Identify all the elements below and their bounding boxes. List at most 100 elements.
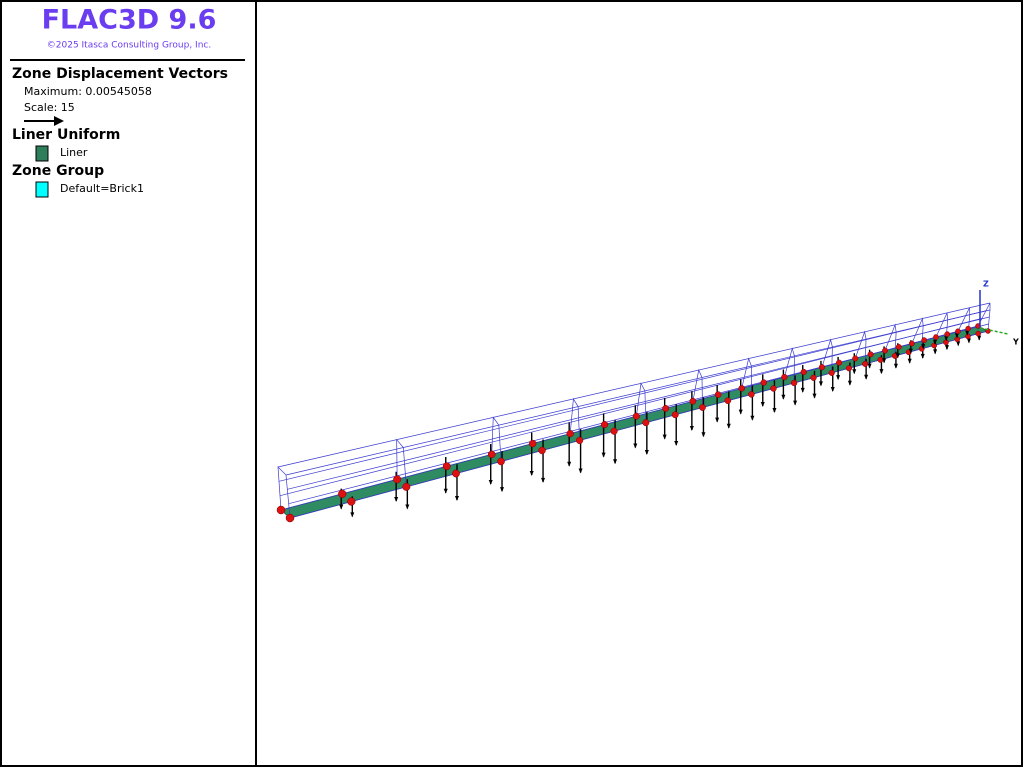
- vector-head: [847, 380, 852, 386]
- liner-node: [810, 374, 817, 381]
- liner-node: [845, 365, 852, 372]
- vector-head: [772, 407, 777, 413]
- legend-line: Maximum: 0.00545058: [24, 85, 152, 98]
- liner-node: [347, 497, 356, 506]
- liner-node: [714, 391, 722, 398]
- zone-section: [935, 312, 948, 343]
- vector-head: [933, 339, 938, 345]
- liner-node: [862, 360, 869, 367]
- liner-node: [781, 373, 788, 381]
- liner-node: [931, 342, 938, 349]
- liner-node: [760, 379, 767, 386]
- legend-line: Scale: 15: [24, 101, 75, 114]
- vector-head: [864, 374, 869, 380]
- legend-title: Liner Uniform: [12, 127, 120, 143]
- vector-head: [818, 381, 823, 387]
- vector-head: [944, 336, 949, 342]
- vector-head: [867, 363, 872, 369]
- vector-head: [944, 345, 949, 351]
- vector-head: [578, 468, 583, 474]
- liner-node: [790, 379, 798, 387]
- vector-head: [893, 363, 898, 369]
- vector-head: [726, 423, 731, 429]
- legend-swatch: [35, 181, 49, 198]
- legend-title: Zone Group: [12, 163, 104, 179]
- vector-head: [738, 409, 743, 415]
- vector-head: [933, 349, 938, 355]
- liner-node: [965, 333, 971, 340]
- liner-node: [748, 391, 755, 398]
- liner-node: [393, 475, 402, 484]
- legend-title: Zone Displacement Vectors: [12, 66, 228, 82]
- vector-head: [956, 341, 961, 347]
- vector-head: [443, 488, 448, 494]
- legend-swatch: [35, 145, 49, 162]
- copyright: ©2025 Itasca Consulting Group, Inc.: [47, 41, 211, 51]
- liner-node: [689, 397, 697, 405]
- liner-node: [852, 355, 859, 362]
- liner-node: [943, 339, 949, 346]
- liner-node: [452, 469, 460, 478]
- liner-node: [662, 405, 670, 412]
- vector-head: [350, 512, 355, 518]
- vector-head: [339, 504, 344, 510]
- vector-head: [793, 400, 798, 406]
- vector-head: [662, 434, 667, 440]
- liner-node: [632, 412, 640, 420]
- liner-node: [955, 328, 961, 335]
- zone-section: [396, 438, 407, 487]
- vector-head: [613, 459, 618, 465]
- liner-node: [538, 446, 546, 455]
- zone-section: [977, 302, 991, 332]
- liner-node: [882, 347, 889, 354]
- zone-section: [854, 330, 867, 364]
- zone-section: [821, 338, 833, 373]
- liner-node: [836, 359, 843, 366]
- liner-node: [276, 505, 286, 515]
- liner-node: [724, 397, 732, 405]
- liner-node: [601, 421, 609, 429]
- vector-head: [954, 333, 959, 339]
- liner-node: [699, 404, 706, 411]
- liner-node: [738, 385, 745, 392]
- vector-head: [908, 348, 913, 354]
- vector-head: [812, 393, 817, 399]
- liner-node: [800, 368, 807, 376]
- vector-head: [405, 504, 410, 510]
- liner-node: [610, 427, 618, 435]
- vector-head: [852, 369, 857, 375]
- vector-head: [836, 375, 841, 381]
- zone-section: [635, 382, 647, 423]
- legend-label: Default=Brick1: [60, 182, 144, 195]
- liner-node: [921, 337, 928, 344]
- model-view: [276, 302, 991, 523]
- liner-node: [575, 436, 584, 445]
- liner-node: [671, 411, 679, 419]
- liner-node: [933, 334, 939, 340]
- vector-head: [965, 330, 970, 336]
- liner-node: [895, 343, 902, 350]
- app-title: FLAC3D 9.6: [42, 5, 217, 36]
- vector-head: [644, 449, 649, 455]
- liner-node: [944, 331, 951, 337]
- liner-node: [487, 450, 496, 459]
- vector-head: [760, 402, 765, 408]
- vector-head: [715, 417, 720, 423]
- liner-node: [285, 513, 295, 523]
- vector-head: [488, 480, 493, 486]
- vector-head: [633, 443, 638, 449]
- liner-node: [867, 351, 874, 358]
- zone-section: [692, 368, 703, 408]
- vector-head: [500, 487, 505, 493]
- liner-node: [402, 482, 411, 491]
- vector-head: [674, 440, 679, 446]
- vector-head: [977, 335, 982, 341]
- liner-node: [877, 356, 884, 363]
- liner-node: [566, 430, 574, 438]
- liner-node: [528, 439, 537, 448]
- liner-node: [497, 457, 505, 466]
- vector-head: [920, 353, 925, 359]
- vector-head: [750, 415, 755, 421]
- axis-label: Y: [1012, 338, 1019, 347]
